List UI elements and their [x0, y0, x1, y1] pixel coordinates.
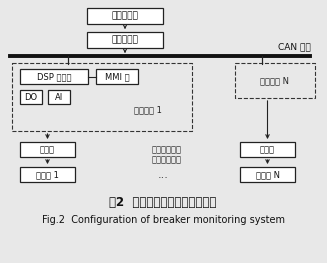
Text: ...: ... [158, 170, 168, 180]
Bar [87, 32, 163, 48]
Bar [12, 63, 192, 131]
Text: DO: DO [25, 93, 38, 102]
Bar [20, 142, 75, 157]
Text: 上位机系统: 上位机系统 [112, 12, 138, 21]
Bar [87, 8, 163, 24]
Bar [20, 90, 42, 104]
Bar [96, 69, 138, 84]
Text: 电流测量、行: 电流测量、行 [152, 145, 182, 154]
Text: DSP 主控板: DSP 主控板 [37, 72, 71, 81]
Text: 程、振动测量: 程、振动测量 [152, 155, 182, 164]
Text: 图2  断路器在线监测系统的结构: 图2 断路器在线监测系统的结构 [109, 195, 217, 209]
Bar [48, 90, 70, 104]
Bar [240, 167, 295, 182]
Text: 监测装置 1: 监测装置 1 [134, 105, 162, 114]
Text: CAN 总线: CAN 总线 [278, 42, 311, 51]
Text: AI: AI [55, 93, 63, 102]
Text: 传感器: 传感器 [260, 145, 275, 154]
Bar [240, 142, 295, 157]
Bar [235, 63, 315, 98]
Bar [20, 69, 88, 84]
Text: 断路器 N: 断路器 N [255, 170, 280, 179]
Text: Fig.2  Configuration of breaker monitoring system: Fig.2 Configuration of breaker monitorin… [42, 215, 284, 225]
Text: MMI 板: MMI 板 [105, 72, 129, 81]
Bar [20, 167, 75, 182]
Text: 传感器: 传感器 [40, 145, 55, 154]
Text: 监测装置 N: 监测装置 N [261, 76, 289, 85]
Text: 通信前置机: 通信前置机 [112, 36, 138, 44]
Text: 断路器 1: 断路器 1 [36, 170, 59, 179]
